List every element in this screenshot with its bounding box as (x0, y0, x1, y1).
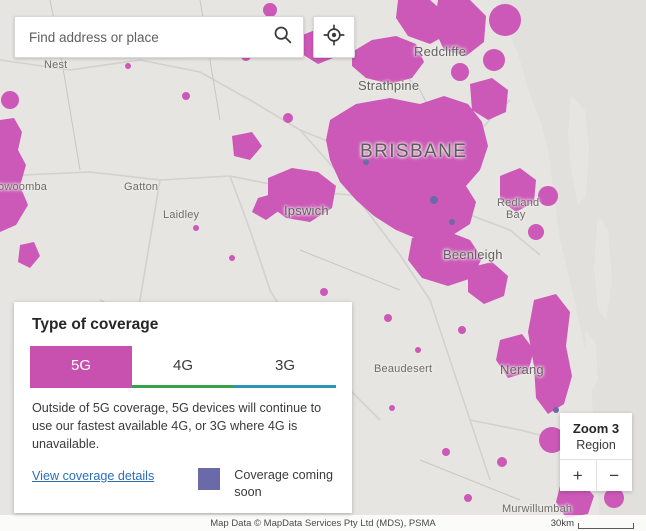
my-location-icon (323, 23, 345, 51)
legend-label-coming-soon: Coverage coming soon (234, 468, 333, 499)
tab-5g[interactable]: 5G (30, 346, 132, 388)
scale-label: 30km (550, 518, 574, 529)
legend-swatch-coming-soon (198, 468, 221, 490)
island-stradbroke (584, 330, 598, 392)
search-box[interactable] (14, 16, 304, 58)
tab-4g[interactable]: 4G (132, 346, 234, 388)
panel-title: Type of coverage (32, 316, 159, 333)
zoom-out-button[interactable]: − (609, 465, 620, 485)
scale-line (578, 523, 634, 529)
legend-coming-soon: Coverage coming soon (198, 467, 336, 501)
coverage-coming-soon-layer (363, 159, 559, 413)
my-location-button[interactable] (313, 16, 355, 58)
zoom-control: Zoom 3 Region + − (560, 413, 632, 491)
zoom-level-label: Zoom 3 (572, 421, 620, 436)
coverage-description: Outside of 5G coverage, 5G devices will … (32, 401, 322, 451)
coverage-type-tabs: 5G 4G 3G (30, 346, 336, 388)
zoom-buttons: + − (560, 459, 632, 491)
coverage-5g-layer (0, 0, 624, 518)
coverage-panel: Type of coverage 5G 4G 3G Outside of 5G … (14, 302, 352, 513)
island-bribie (568, 95, 589, 205)
map-attribution: Map Data © MapData Services Pty Ltd (MDS… (0, 515, 646, 531)
moreton-bay-water (500, 0, 646, 531)
zoom-info: Zoom 3 Region (560, 413, 632, 459)
island-moreton (594, 215, 612, 320)
panel-footer: View coverage details Coverage coming so… (30, 467, 336, 501)
search-input[interactable] (15, 17, 261, 57)
zoom-region-label: Region (576, 438, 616, 452)
zoom-in-button[interactable]: + (560, 460, 597, 491)
search-icon (272, 24, 293, 50)
map-scale-bar: 30km (551, 518, 634, 529)
search-bar (14, 16, 355, 58)
tab-3g[interactable]: 3G (234, 346, 336, 388)
view-coverage-details-link[interactable]: View coverage details (32, 469, 155, 483)
search-button[interactable] (261, 17, 303, 57)
